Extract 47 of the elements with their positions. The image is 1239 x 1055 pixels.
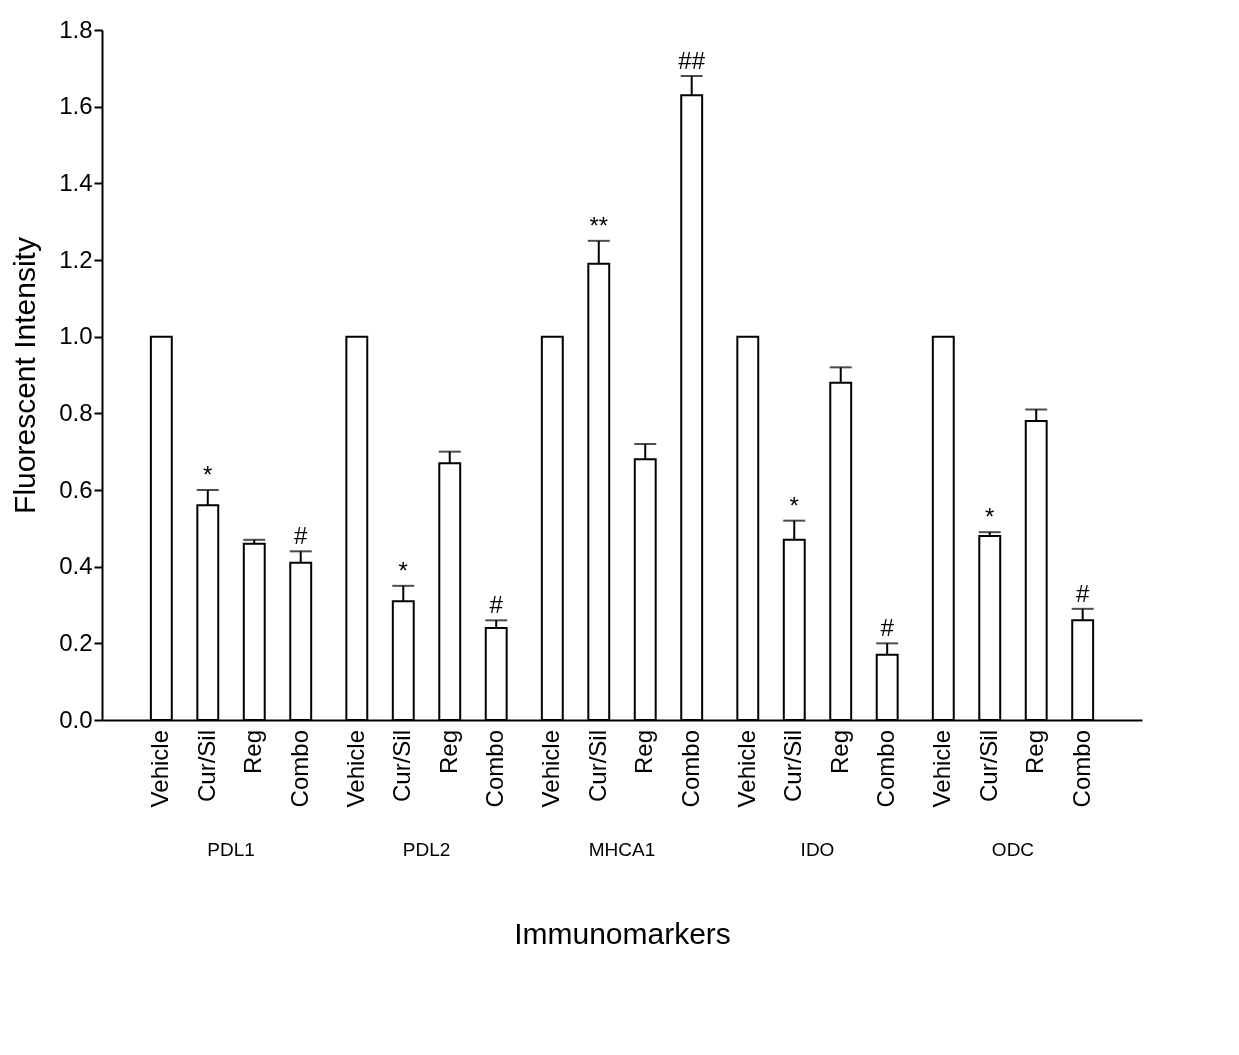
y-tick-label: 1.4 (59, 168, 93, 196)
y-tick-label: 0.4 (59, 552, 93, 580)
x-tick-label: ODC (991, 838, 1035, 860)
text: Cur/Sil (192, 730, 220, 803)
data-label: ** (589, 211, 609, 239)
text: Vehicle (341, 730, 369, 808)
text: Reg (630, 730, 658, 775)
data-label: * (985, 503, 995, 531)
data-label: * (398, 556, 408, 584)
text: Cur/Sil (974, 730, 1002, 803)
data-label: * (203, 461, 213, 488)
text: Vehicle (537, 730, 565, 808)
x-axis-title: Immunomarkers (514, 916, 731, 950)
x-tick-label: MHCA1 (588, 838, 656, 860)
data-label: # (294, 522, 309, 550)
text: Vehicle (146, 730, 174, 808)
text: Cur/Sil (388, 730, 416, 803)
text: Vehicle (928, 730, 956, 808)
data-label: # (880, 614, 895, 642)
text: Combo (481, 730, 509, 808)
text: Reg (239, 730, 267, 775)
x-tick-label: PDL1 (207, 838, 255, 860)
y-tick-label: 1.8 (59, 15, 93, 43)
data-label: ## (678, 47, 706, 74)
text: Reg (434, 730, 462, 775)
y-tick-label: 1.2 (59, 245, 93, 273)
text: Vehicle (732, 730, 760, 808)
y-tick-label: 1.6 (59, 92, 93, 120)
text: Combo (872, 730, 900, 808)
text: Combo (285, 730, 313, 808)
y-tick-label: 1.0 (59, 322, 93, 350)
text: Reg (1021, 730, 1049, 775)
text: Cur/Sil (583, 730, 611, 803)
y-tick-label: 0.8 (59, 398, 93, 426)
y-tick-label: 0.6 (59, 475, 93, 503)
x-tick-label: IDO (800, 838, 835, 860)
text: Combo (676, 730, 704, 808)
y-axis-title: Fluorescent Intensity (8, 237, 42, 514)
data-label: # (1075, 579, 1090, 607)
text: Reg (825, 730, 853, 775)
y-tick-label: 0.2 (59, 628, 93, 656)
text: Cur/Sil (779, 730, 807, 803)
y-tick-label: 0.0 (59, 705, 93, 733)
text: Combo (1067, 730, 1095, 808)
data-label: * (789, 491, 799, 519)
data-label: # (489, 591, 504, 619)
x-tick-label: PDL2 (402, 838, 451, 860)
